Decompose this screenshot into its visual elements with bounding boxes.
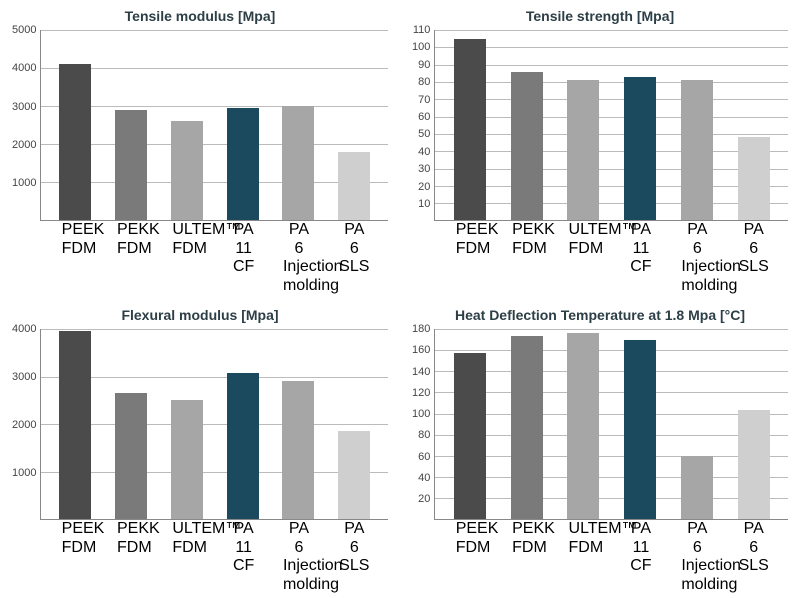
bar	[567, 80, 599, 220]
bars	[41, 30, 388, 220]
bar	[115, 393, 147, 519]
bar	[454, 353, 486, 519]
x-axis: PEEK FDM PEKK FDM ULTEM™ FDM PA 11 CF PA 6 I…	[12, 221, 388, 295]
x-label: PA 11 CF	[228, 520, 260, 594]
bar	[624, 340, 656, 520]
bar	[738, 410, 770, 519]
x-label: PEKK FDM	[117, 221, 149, 295]
bars	[41, 329, 388, 519]
bar	[282, 106, 314, 220]
y-axis: 20406080100120140160180	[412, 329, 434, 520]
bar	[59, 331, 91, 519]
bar	[171, 121, 203, 220]
bars	[435, 30, 788, 220]
x-label: PEKK FDM	[512, 221, 544, 295]
x-label: ULTEM™ FDM	[569, 221, 601, 295]
x-label: PA 11 CF	[625, 221, 657, 295]
x-label: ULTEM™ FDM	[172, 520, 204, 594]
x-axis-spacer	[12, 221, 44, 295]
x-axis-spacer	[412, 520, 438, 594]
x-label: PA 6 Injection molding	[681, 520, 713, 594]
bar	[567, 333, 599, 519]
plot	[40, 329, 388, 520]
x-label: ULTEM™ FDM	[569, 520, 601, 594]
x-label: PEEK FDM	[456, 520, 488, 594]
x-label: PA 6 Injection molding	[283, 221, 315, 295]
bar	[624, 77, 656, 221]
x-axis-spacer	[12, 520, 44, 594]
bar	[227, 373, 259, 520]
chart-tensile-strength: Tensile strength [Mpa] 102030405060708090…	[412, 8, 788, 295]
bar	[681, 456, 713, 519]
x-label: PEKK FDM	[512, 520, 544, 594]
x-labels: PEEK FDM PEKK FDM ULTEM™ FDM PA 11 CF PA 6 I…	[438, 221, 789, 295]
x-labels: PEEK FDM PEKK FDM ULTEM™ FDM PA 11 CF PA 6 I…	[44, 221, 388, 295]
x-label: PEEK FDM	[62, 520, 94, 594]
bar	[338, 431, 370, 519]
chart-title: Flexural modulus [Mpa]	[121, 307, 278, 323]
bar	[511, 336, 543, 519]
chart-title: Tensile strength [Mpa]	[526, 8, 674, 24]
plot-area: 20406080100120140160180	[412, 329, 788, 520]
bar	[681, 80, 713, 220]
bar	[115, 110, 147, 220]
x-label: PA 6 SLS	[738, 520, 770, 594]
x-axis: PEEK FDM PEKK FDM ULTEM™ FDM PA 11 CF PA 6 I…	[412, 520, 788, 594]
chart-title: Tensile modulus [Mpa]	[125, 8, 276, 24]
bar	[171, 400, 203, 519]
x-axis: PEEK FDM PEKK FDM ULTEM™ FDM PA 11 CF PA 6 I…	[412, 221, 788, 295]
x-label: PA 6 Injection molding	[681, 221, 713, 295]
chart-grid: Tensile modulus [Mpa] 1000200030004000500…	[0, 0, 800, 598]
x-label: PA 6 SLS	[738, 221, 770, 295]
chart-tensile-modulus: Tensile modulus [Mpa] 1000200030004000500…	[12, 8, 388, 295]
bar	[227, 108, 259, 220]
x-label: PA 11 CF	[228, 221, 260, 295]
plot	[434, 329, 788, 520]
x-label: PEEK FDM	[456, 221, 488, 295]
plot-area: 10002000300040005000	[12, 30, 388, 221]
x-label: PA 6 SLS	[338, 520, 370, 594]
chart-heat-deflection: Heat Deflection Temperature at 1.8 Mpa […	[412, 307, 788, 594]
bar	[738, 137, 770, 220]
y-axis: 1000200030004000	[12, 329, 40, 520]
x-axis: PEEK FDM PEKK FDM ULTEM™ FDM PA 11 CF PA 6 I…	[12, 520, 388, 594]
x-labels: PEEK FDM PEKK FDM ULTEM™ FDM PA 11 CF PA 6 I…	[438, 520, 789, 594]
chart-flexural-modulus: Flexural modulus [Mpa]1000200030004000PE…	[12, 307, 388, 594]
x-labels: PEEK FDM PEKK FDM ULTEM™ FDM PA 11 CF PA 6 I…	[44, 520, 388, 594]
y-axis: 10002000300040005000	[12, 30, 40, 221]
plot-area: 1000200030004000	[12, 329, 388, 520]
bar	[454, 39, 486, 221]
bar	[338, 152, 370, 221]
bars	[435, 329, 788, 519]
x-label: PA 6 Injection molding	[283, 520, 315, 594]
y-axis: 102030405060708090100110	[412, 30, 434, 221]
bar	[511, 72, 543, 221]
bar	[282, 381, 314, 519]
plot	[434, 30, 788, 221]
x-label: ULTEM™ FDM	[172, 221, 204, 295]
chart-title: Heat Deflection Temperature at 1.8 Mpa […	[455, 307, 745, 323]
x-label: PA 11 CF	[625, 520, 657, 594]
plot-area: 102030405060708090100110	[412, 30, 788, 221]
x-label: PEEK FDM	[62, 221, 94, 295]
x-label: PA 6 SLS	[338, 221, 370, 295]
bar	[59, 64, 91, 220]
x-axis-spacer	[412, 221, 438, 295]
x-label: PEKK FDM	[117, 520, 149, 594]
plot	[40, 30, 388, 221]
